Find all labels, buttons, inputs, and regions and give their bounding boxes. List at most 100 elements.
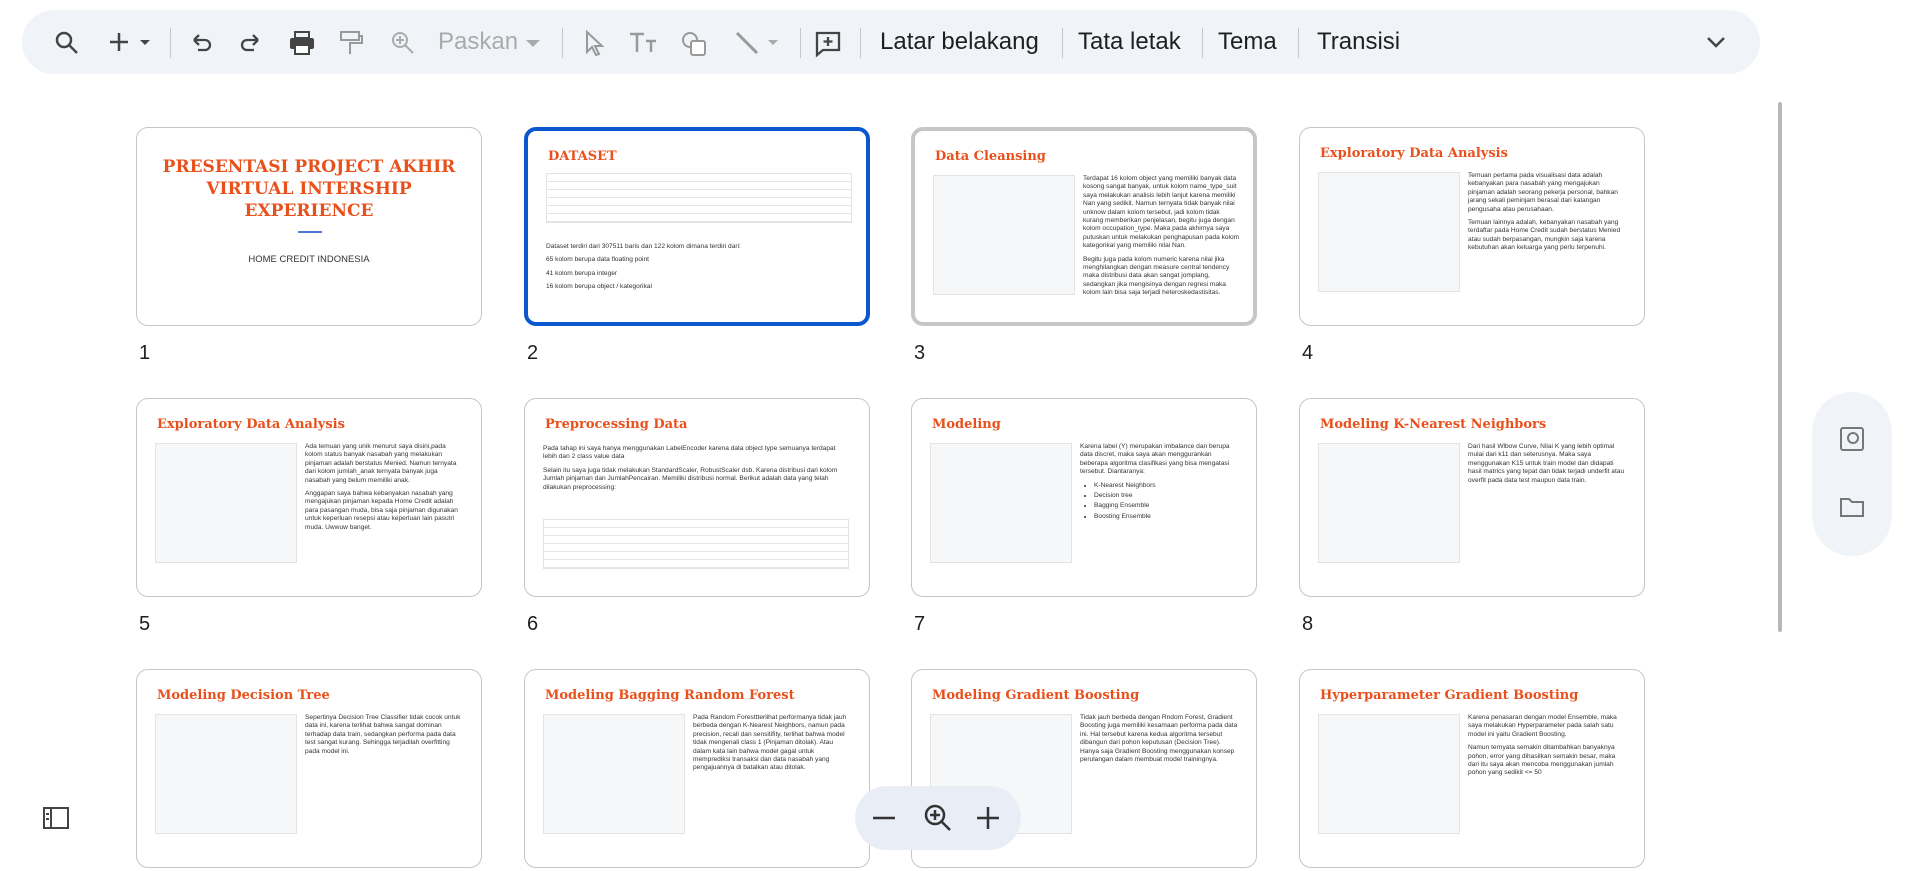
toolbar: Paskan Latar belakang Tata letak Tema Tr… bbox=[22, 10, 1760, 74]
slide-thumbnail[interactable]: Modeling Bagging Random Forest Pada Rando… bbox=[524, 669, 870, 868]
separator bbox=[1062, 28, 1063, 58]
comment-icon[interactable] bbox=[814, 30, 842, 58]
layout-button[interactable]: Tata letak bbox=[1078, 28, 1181, 55]
shape-icon[interactable] bbox=[680, 30, 708, 58]
print-icon[interactable] bbox=[288, 30, 316, 56]
text-box-icon[interactable] bbox=[628, 30, 658, 56]
slide-body: Karena penasaran dengan model Ensemble, … bbox=[1468, 714, 1626, 783]
slide-list-item: Bagging Ensemble bbox=[1094, 502, 1238, 510]
slide-paragraph: Temuan pertama pada visualisasi data ada… bbox=[1468, 172, 1618, 213]
slide-thumbnail[interactable]: Modeling Gradient Boosting Tidak jauh ber… bbox=[911, 669, 1257, 868]
separator bbox=[800, 28, 801, 58]
slide-paragraph: 16 kolom berupa object / kategorikal bbox=[546, 283, 652, 291]
slide-list: K-Nearest Neighbors Decision tree Bagging … bbox=[1080, 482, 1238, 522]
redo-icon[interactable] bbox=[238, 30, 264, 56]
slide-paragraph: Terdapat 16 kolom object yang memiliki b… bbox=[1083, 175, 1240, 250]
filmstrip-icon[interactable] bbox=[42, 806, 70, 830]
table-image bbox=[543, 519, 849, 569]
dropdown-arrow[interactable] bbox=[526, 40, 540, 48]
slide-title: Modeling K-Nearest Neighbors bbox=[1320, 417, 1547, 432]
slide-thumbnail[interactable]: Hyperparameter Gradient Boosting Karena p… bbox=[1299, 669, 1645, 868]
slide-paragraph: 65 kolom berupa data floating point bbox=[546, 256, 650, 264]
slide-number: 1 bbox=[139, 342, 151, 364]
slide-paragraph: Tidak jauh berbeda dengan Rndom Forest, … bbox=[1080, 714, 1238, 764]
explore-icon[interactable] bbox=[1839, 426, 1865, 452]
figure-image bbox=[543, 714, 685, 834]
new-slide-icon[interactable] bbox=[108, 30, 152, 56]
figure-image bbox=[1318, 443, 1460, 563]
figure-image bbox=[1318, 714, 1460, 834]
select-icon[interactable] bbox=[582, 30, 606, 56]
slide-list-item: Boosting Ensemble bbox=[1094, 513, 1238, 521]
slide-list-item: K-Nearest Neighbors bbox=[1094, 482, 1238, 490]
slide-paragraph: Ada temuan yang unik menurut saya disini… bbox=[305, 443, 457, 484]
slide-paragraph: Anggapan saya bahwa kebanyakan nasabah y… bbox=[305, 490, 458, 531]
slide-number: 8 bbox=[1302, 613, 1314, 635]
slide-subtitle: HOME CREDIT INDONESIA bbox=[248, 254, 370, 265]
slide-number: 5 bbox=[139, 613, 151, 635]
slide-paragraph: Namun ternyata semakin ditambahkan banya… bbox=[1468, 744, 1616, 777]
slide-thumbnail[interactable]: Exploratory Data Analysis Ada temuan yang… bbox=[136, 398, 482, 597]
slide-list-item: Decision tree bbox=[1094, 492, 1238, 500]
slide-thumbnail[interactable]: Modeling Karena label (Y) merupakan imbal… bbox=[911, 398, 1257, 597]
slide-thumbnail[interactable]: Modeling Decision Tree Sepertinya Decisio… bbox=[136, 669, 482, 868]
slide-title: Modeling Gradient Boosting bbox=[932, 688, 1140, 703]
slide-paragraph: Begitu juga pada kolom numeric karena ni… bbox=[1083, 255, 1230, 297]
figure-image bbox=[155, 443, 297, 563]
slide-title: PRESENTASI PROJECT AKHIR VIRTUAL INTERSH… bbox=[162, 157, 456, 221]
undo-icon[interactable] bbox=[188, 30, 214, 56]
slide-body: Tidak jauh berbeda dengan Rndom Forest, … bbox=[1080, 714, 1238, 769]
accent-line bbox=[298, 231, 322, 233]
slide-number: 3 bbox=[914, 342, 926, 364]
slide-body: Karena label (Y) merupakan imbalance dan… bbox=[1080, 443, 1238, 523]
slide-thumbnail[interactable]: Modeling K-Nearest Neighbors Dari hasil W… bbox=[1299, 398, 1645, 597]
slide-number: 2 bbox=[527, 342, 539, 364]
slide-paragraph: Dari hasil Wlbow Curve, Nilai K yang leb… bbox=[1468, 443, 1625, 484]
slide-paragraph: Karena penasaran dengan model Ensemble, … bbox=[1468, 714, 1617, 738]
paint-format-icon[interactable] bbox=[338, 30, 364, 56]
folder-icon[interactable] bbox=[1839, 496, 1865, 518]
slide-paragraph: Dataset terdiri dari 307511 baris dan 12… bbox=[546, 243, 741, 250]
slide-title: Exploratory Data Analysis bbox=[157, 417, 345, 432]
slide-body: Pada tahap ini saya hanya menggunakan La… bbox=[543, 445, 843, 497]
separator bbox=[860, 28, 861, 58]
slide-paragraph: Karena label (Y) merupakan imbalance dan… bbox=[1080, 443, 1230, 476]
line-icon[interactable] bbox=[734, 30, 782, 56]
slide-thumbnail[interactable]: Exploratory Data Analysis Temuan pertama … bbox=[1299, 127, 1645, 326]
slide-body: Temuan pertama pada visualisasi data ada… bbox=[1468, 172, 1626, 258]
slide-title: Data Cleansing bbox=[935, 149, 1046, 164]
table-image bbox=[546, 173, 852, 223]
zoom-out[interactable] bbox=[871, 808, 897, 828]
zoom-in[interactable] bbox=[975, 805, 1001, 831]
slide-title: Hyperparameter Gradient Boosting bbox=[1320, 688, 1579, 703]
slide-thumbnail[interactable]: PRESENTASI PROJECT AKHIR VIRTUAL INTERSH… bbox=[136, 127, 482, 326]
collapse-chevron[interactable] bbox=[1706, 36, 1726, 50]
slide-paragraph: 41 kolom berupa integer bbox=[546, 269, 618, 277]
slide-thumbnail[interactable]: Data Cleansing Terdapat 16 kolom object y… bbox=[911, 127, 1257, 326]
slide-body: Pada Random Foresttterlihat performanya … bbox=[693, 714, 851, 778]
side-panel bbox=[1812, 392, 1892, 556]
slide-number: 6 bbox=[527, 613, 539, 635]
zoom-fit[interactable]: Paskan bbox=[438, 28, 519, 55]
slide-title: Modeling Decision Tree bbox=[157, 688, 330, 703]
slide-body: Dari hasil Wlbow Curve, Nilai K yang leb… bbox=[1468, 443, 1626, 490]
slide-title: Exploratory Data Analysis bbox=[1320, 146, 1508, 161]
zoom-icon[interactable] bbox=[390, 30, 416, 56]
slide-thumbnail[interactable]: DATASET Dataset terdiri dari 307511 baris… bbox=[524, 127, 870, 326]
slide-number: 4 bbox=[1302, 342, 1314, 364]
theme-button[interactable]: Tema bbox=[1218, 28, 1277, 55]
zoom-reset[interactable] bbox=[923, 803, 953, 833]
scrollbar[interactable] bbox=[1778, 102, 1782, 632]
slide-title: Modeling bbox=[932, 417, 1001, 432]
separator bbox=[1298, 28, 1299, 58]
transition-button[interactable]: Transisi bbox=[1317, 28, 1401, 55]
separator bbox=[1202, 28, 1203, 58]
slide-paragraph: Pada Random Foresttterlihat performanya … bbox=[693, 714, 847, 772]
slide-thumbnail[interactable]: Preprocessing Data Pada tahap ini saya ha… bbox=[524, 398, 870, 597]
background-button[interactable]: Latar belakang bbox=[880, 28, 1039, 55]
slide-body: Ada temuan yang unik menurut saya disini… bbox=[305, 443, 463, 537]
search-icon[interactable] bbox=[54, 30, 80, 56]
figure-image bbox=[1318, 172, 1460, 292]
